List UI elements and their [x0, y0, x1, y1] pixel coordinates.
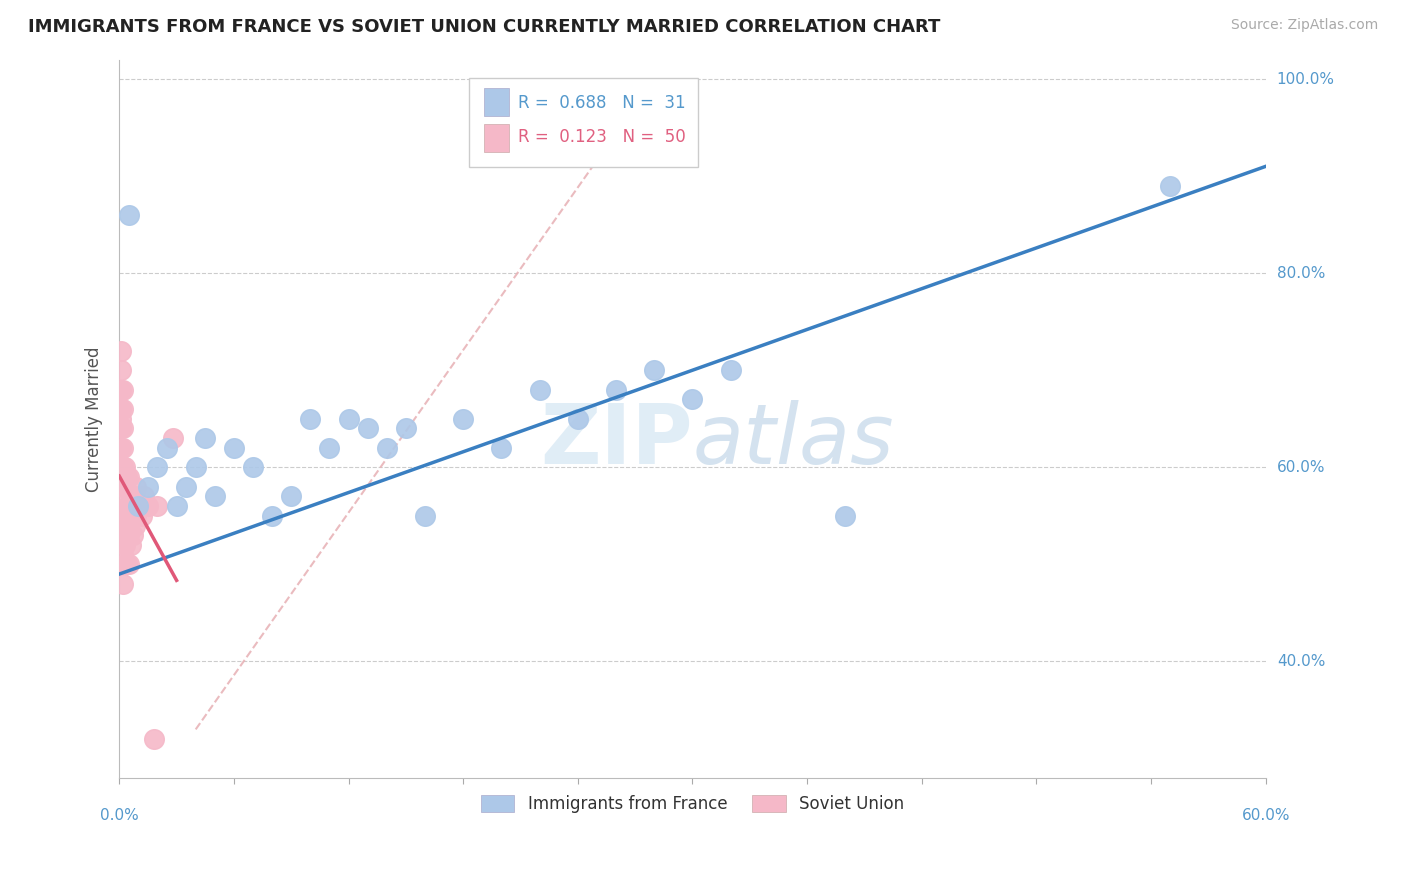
- Text: atlas: atlas: [693, 400, 894, 481]
- Point: [112, 576, 135, 591]
- FancyBboxPatch shape: [470, 78, 699, 168]
- Point: [125, 480, 148, 494]
- Point: [114, 508, 136, 523]
- Point: [118, 499, 141, 513]
- Point: [120, 538, 142, 552]
- Text: 60.0%: 60.0%: [1241, 808, 1289, 823]
- Point: [162, 431, 184, 445]
- Text: 80.0%: 80.0%: [1277, 266, 1324, 281]
- Point: [112, 402, 135, 417]
- Point: [114, 558, 136, 572]
- Point: [356, 421, 378, 435]
- Point: [174, 480, 197, 494]
- Point: [318, 441, 340, 455]
- Text: ZIP: ZIP: [540, 400, 693, 481]
- Point: [118, 558, 141, 572]
- Point: [136, 480, 159, 494]
- Point: [567, 411, 589, 425]
- Point: [112, 548, 135, 562]
- Point: [114, 538, 136, 552]
- Point: [110, 508, 132, 523]
- Text: 100.0%: 100.0%: [1277, 71, 1334, 87]
- Point: [114, 480, 136, 494]
- Point: [222, 441, 245, 455]
- Point: [118, 528, 141, 542]
- Point: [194, 431, 217, 445]
- Point: [115, 470, 138, 484]
- Point: [146, 499, 169, 513]
- Bar: [484, 88, 509, 116]
- Point: [136, 499, 159, 513]
- Point: [146, 460, 169, 475]
- Point: [110, 421, 132, 435]
- Point: [720, 363, 742, 377]
- Text: 60.0%: 60.0%: [1277, 459, 1326, 475]
- Point: [682, 392, 704, 407]
- Point: [184, 460, 207, 475]
- Point: [605, 383, 627, 397]
- Y-axis label: Currently Married: Currently Married: [86, 346, 103, 491]
- Point: [112, 480, 135, 494]
- Point: [125, 508, 148, 523]
- Point: [834, 508, 856, 523]
- Point: [121, 499, 143, 513]
- Point: [204, 490, 226, 504]
- Point: [375, 441, 398, 455]
- Point: [395, 421, 418, 435]
- Point: [166, 499, 188, 513]
- Bar: [484, 124, 509, 152]
- Point: [115, 499, 138, 513]
- Point: [112, 528, 135, 542]
- Point: [110, 528, 132, 542]
- Point: [110, 470, 132, 484]
- Point: [491, 441, 513, 455]
- Point: [131, 508, 153, 523]
- Point: [132, 490, 155, 504]
- Point: [110, 490, 132, 504]
- Point: [112, 508, 135, 523]
- Point: [112, 441, 135, 455]
- Legend: Immigrants from France, Soviet Union: Immigrants from France, Soviet Union: [474, 789, 911, 820]
- Text: Source: ZipAtlas.com: Source: ZipAtlas.com: [1230, 18, 1378, 32]
- Point: [110, 383, 132, 397]
- Text: R =  0.688   N =  31: R = 0.688 N = 31: [519, 94, 686, 112]
- Point: [112, 383, 135, 397]
- Point: [110, 460, 132, 475]
- Point: [110, 363, 132, 377]
- Point: [110, 402, 132, 417]
- Point: [112, 421, 135, 435]
- Point: [112, 460, 135, 475]
- Point: [110, 343, 132, 358]
- Point: [114, 460, 136, 475]
- Point: [242, 460, 264, 475]
- Text: 40.0%: 40.0%: [1277, 654, 1324, 669]
- Point: [1159, 178, 1181, 193]
- Point: [115, 528, 138, 542]
- Point: [451, 411, 474, 425]
- Point: [115, 558, 138, 572]
- Text: IMMIGRANTS FROM FRANCE VS SOVIET UNION CURRENTLY MARRIED CORRELATION CHART: IMMIGRANTS FROM FRANCE VS SOVIET UNION C…: [28, 18, 941, 36]
- Point: [121, 528, 143, 542]
- Point: [118, 470, 141, 484]
- Text: R =  0.123   N =  50: R = 0.123 N = 50: [519, 128, 686, 146]
- Point: [262, 508, 284, 523]
- Point: [413, 508, 436, 523]
- Point: [127, 499, 149, 513]
- Point: [120, 508, 142, 523]
- Point: [142, 732, 165, 747]
- Point: [337, 411, 360, 425]
- Point: [156, 441, 179, 455]
- Point: [110, 411, 132, 425]
- Point: [124, 490, 146, 504]
- Point: [110, 441, 132, 455]
- Point: [529, 383, 551, 397]
- Point: [124, 518, 146, 533]
- Point: [127, 499, 149, 513]
- Point: [280, 490, 302, 504]
- Point: [299, 411, 322, 425]
- Text: 0.0%: 0.0%: [100, 808, 139, 823]
- Point: [643, 363, 665, 377]
- Point: [118, 208, 141, 222]
